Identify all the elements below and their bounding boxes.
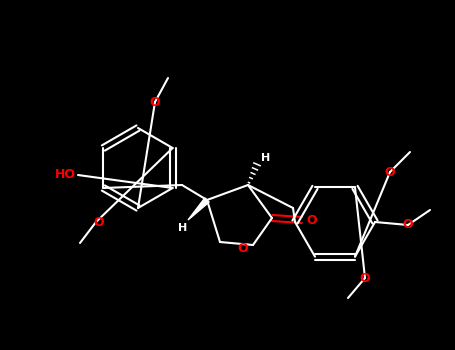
- Text: O: O: [360, 272, 370, 285]
- Polygon shape: [188, 198, 209, 220]
- Text: O: O: [94, 216, 104, 229]
- Text: O: O: [384, 166, 395, 178]
- Text: H: H: [178, 223, 187, 233]
- Text: HO: HO: [55, 168, 76, 182]
- Text: O: O: [403, 218, 413, 231]
- Text: O: O: [307, 214, 317, 226]
- Text: O: O: [238, 241, 248, 254]
- Text: O: O: [150, 96, 160, 108]
- Text: H: H: [261, 153, 271, 163]
